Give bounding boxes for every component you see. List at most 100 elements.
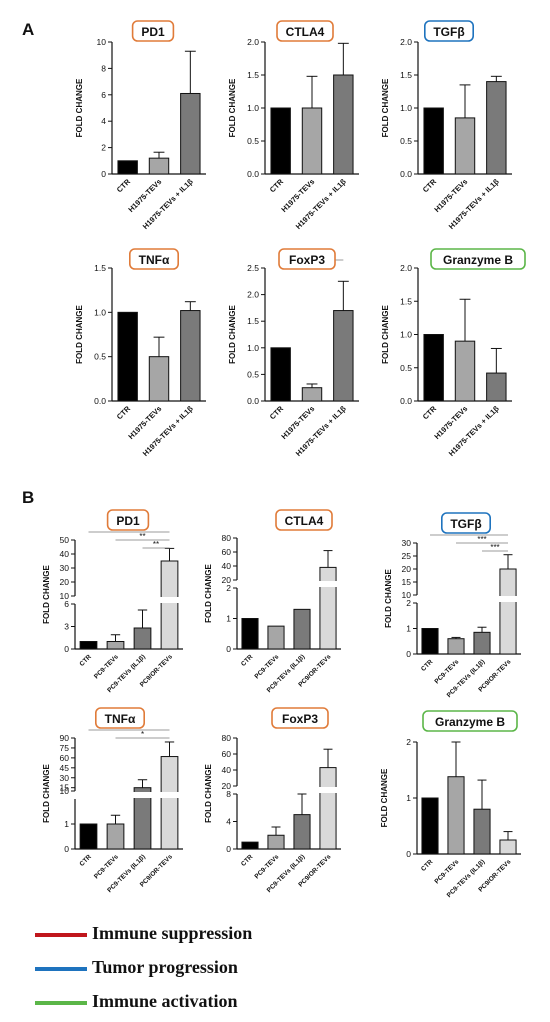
bar [447, 638, 465, 655]
chart-title-box [276, 20, 334, 42]
y-tick-label: 2.0 [400, 37, 412, 47]
y-tick-label: 0 [406, 649, 411, 659]
bar [267, 834, 285, 850]
y-tick-label: 1 [406, 793, 411, 803]
bar [301, 107, 323, 175]
chart-title-box [106, 509, 150, 531]
y-tick-label: 0.5 [400, 363, 412, 373]
chart-title: TNFα [139, 253, 170, 267]
chart-title: TGFβ [433, 25, 464, 39]
bar [180, 310, 201, 402]
bar [133, 627, 152, 650]
y-tick-label: 3 [64, 622, 69, 632]
x-tick-label: CTR [79, 853, 94, 868]
x-tick-label: CTR [115, 404, 133, 422]
bar [454, 340, 476, 402]
y-tick-label: 20 [222, 575, 232, 585]
x-tick-label: CTR [115, 177, 133, 195]
chart-title-box [275, 509, 333, 531]
y-tick-label: 0 [406, 849, 411, 859]
chart-title-box [129, 248, 180, 270]
bar [447, 776, 465, 855]
y-axis-title: FOLD CHANGE [75, 78, 84, 137]
chart-title: FoxP3 [289, 253, 325, 267]
y-tick-label: 20 [60, 577, 70, 587]
bar [241, 841, 259, 850]
y-tick-label: 30 [60, 563, 70, 573]
y-tick-label: 1.5 [94, 263, 106, 273]
y-tick-label: 8 [101, 63, 106, 73]
chart-title-box [95, 707, 146, 729]
x-tick-label: CTR [421, 177, 439, 195]
y-tick-label: 90 [60, 733, 70, 743]
bar [486, 81, 507, 175]
panel-label-b: B [22, 488, 35, 507]
y-tick-label: 80 [222, 533, 232, 543]
bar [79, 641, 98, 650]
y-tick-label: 75 [60, 743, 70, 753]
x-tick-label: PC9-TEVs [253, 653, 280, 680]
y-axis-title: FOLD CHANGE [228, 305, 237, 364]
significance-label: ** [153, 540, 159, 549]
y-tick-label: 80 [222, 733, 232, 743]
y-tick-label: 20 [402, 564, 412, 574]
y-tick-label: 1.0 [400, 103, 412, 113]
axis-break [234, 581, 341, 587]
bar [454, 117, 476, 175]
legend-swatch [35, 933, 87, 937]
chart-title: PD1 [116, 514, 140, 528]
y-tick-label: 4 [101, 116, 106, 126]
x-tick-label: PC9-TEVs [433, 658, 460, 685]
significance-label: *** [477, 535, 486, 544]
bar [117, 160, 138, 175]
bar [241, 618, 259, 650]
y-axis-title: FOLD CHANGE [381, 78, 390, 137]
y-tick-label: 0 [64, 644, 69, 654]
y-tick-label: 10 [60, 786, 70, 796]
y-tick-label: 1 [226, 614, 231, 624]
bar [499, 839, 517, 855]
y-tick-label: 40 [222, 765, 232, 775]
chart-title-box [131, 20, 175, 42]
y-tick-label: 1 [406, 624, 411, 634]
y-tick-label: 6 [101, 90, 106, 100]
y-tick-label: 60 [222, 749, 232, 759]
chart-title: TGFβ [450, 517, 481, 531]
y-tick-label: 8 [226, 789, 231, 799]
y-axis-title: FOLD CHANGE [228, 78, 237, 137]
significance-label: * [141, 730, 144, 739]
y-axis-title: FOLD CHANGE [204, 564, 213, 623]
axis-break [234, 787, 341, 793]
y-tick-label: 0 [226, 644, 231, 654]
y-axis-title: FOLD CHANGE [384, 569, 393, 628]
y-tick-label: 60 [60, 753, 70, 763]
chart-title-box [430, 248, 526, 270]
axis-break [72, 792, 183, 798]
y-tick-label: 30 [402, 538, 412, 548]
y-tick-label: 2.5 [247, 263, 259, 273]
y-tick-label: 30 [60, 773, 70, 783]
y-axis-title: FOLD CHANGE [204, 764, 213, 823]
y-tick-label: 0.0 [400, 396, 412, 406]
x-tick-label: PC9-TEVs [93, 853, 120, 880]
y-tick-label: 4 [226, 817, 231, 827]
chart-title: PD1 [141, 25, 165, 39]
y-tick-label: 0.5 [94, 352, 106, 362]
x-tick-label: PC9-TEVs [433, 858, 460, 885]
legend-label: Tumor progression [92, 957, 238, 977]
y-tick-label: 20 [222, 781, 232, 791]
x-tick-label: PC9-TEVs [253, 853, 280, 880]
axis-break [414, 596, 521, 602]
bar [421, 797, 439, 855]
y-tick-label: 1.5 [247, 316, 259, 326]
bar [319, 767, 337, 850]
bar [333, 310, 354, 402]
chart-title: CTLA4 [285, 514, 324, 528]
y-tick-label: 1.0 [94, 307, 106, 317]
